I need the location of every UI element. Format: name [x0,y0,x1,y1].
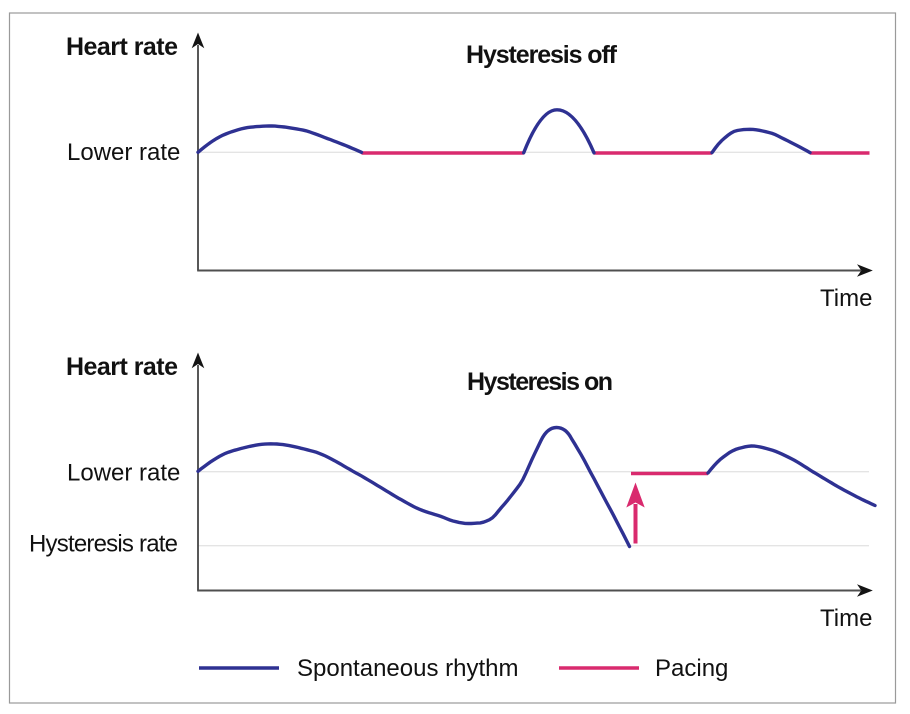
svg-text:Hysteresis rate: Hysteresis rate [29,531,178,558]
svg-text:Heart rate: Heart rate [66,353,178,381]
svg-text:Time: Time [820,605,872,632]
svg-text:Time: Time [820,285,872,312]
svg-text:Spontaneous rhythm: Spontaneous rhythm [297,655,518,682]
svg-text:Hysteresis off: Hysteresis off [466,41,618,69]
svg-text:Lower rate: Lower rate [67,139,180,166]
svg-text:Lower rate: Lower rate [67,460,180,487]
svg-text:Hysteresis on: Hysteresis on [467,368,613,396]
svg-text:Pacing: Pacing [655,655,728,682]
svg-text:Heart rate: Heart rate [66,33,178,61]
